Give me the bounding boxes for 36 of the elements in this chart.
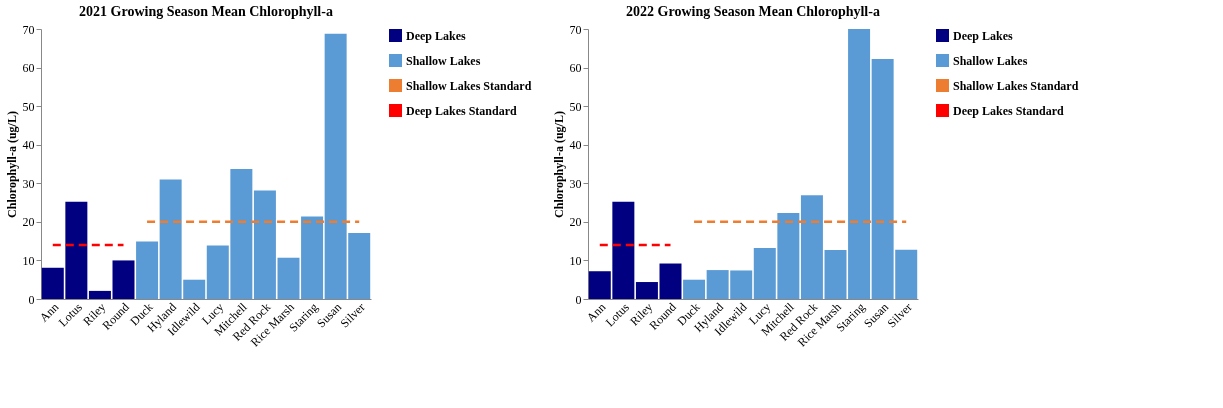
legend-label: Deep Lakes Standard <box>953 103 1065 118</box>
y-axis-title: Chlorophyll-a (ug/L) <box>4 111 19 218</box>
y-axis-title: Chlorophyll-a (ug/L) <box>551 111 566 218</box>
y-tick-label: 40 <box>569 138 582 153</box>
y-tick-label: 30 <box>569 176 582 191</box>
bar <box>800 195 823 299</box>
y-tick-label: 50 <box>569 99 582 114</box>
legend-label: Shallow Lakes <box>953 53 1028 68</box>
y-tick-label: 30 <box>22 176 35 191</box>
y-tick-label: 60 <box>22 61 35 76</box>
chart-title: 2022 Growing Season Mean Chlorophyll-a <box>626 4 880 19</box>
y-tick-label: 60 <box>569 61 582 76</box>
legend-label: Deep Lakes Standard <box>406 103 518 118</box>
bar <box>659 263 682 299</box>
bar <box>88 290 111 299</box>
bar <box>683 279 706 299</box>
chart-title: 2021 Growing Season Mean Chlorophyll-a <box>79 4 333 19</box>
y-tick-label: 10 <box>22 253 35 268</box>
y-tick-label: 50 <box>22 99 35 114</box>
y-tick-label: 10 <box>569 253 582 268</box>
bar <box>112 260 135 299</box>
y-tick-label: 20 <box>22 215 35 230</box>
y-tick-label: 0 <box>575 292 582 307</box>
y-tick-label: 70 <box>22 22 35 37</box>
y-tick-label: 40 <box>22 138 35 153</box>
legend-label: Shallow Lakes Standard <box>406 78 532 93</box>
legend-label: Deep Lakes <box>406 28 466 43</box>
bar <box>136 241 159 299</box>
y-tick-label: 20 <box>569 215 582 230</box>
legend-label: Deep Lakes <box>953 28 1013 43</box>
legend-label: Shallow Lakes <box>406 53 481 68</box>
legend-label: Shallow Lakes Standard <box>953 78 1079 93</box>
y-tick-label: 0 <box>28 292 35 307</box>
bar <box>253 190 276 299</box>
bar <box>635 282 658 299</box>
y-tick-label: 70 <box>569 22 582 37</box>
